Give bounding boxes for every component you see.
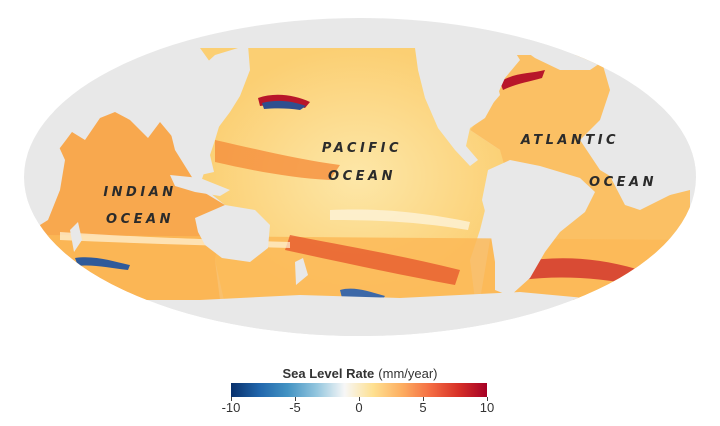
africa xyxy=(605,105,696,210)
kuroshio-blue xyxy=(262,100,306,110)
colorbar-tick-label: 10 xyxy=(479,400,495,415)
new-zealand xyxy=(295,258,308,285)
colorbar-tick-mark xyxy=(358,397,360,401)
borneo xyxy=(190,155,214,176)
colorbar-tick-label: 0 xyxy=(355,400,363,415)
indonesia xyxy=(170,175,230,196)
madagascar xyxy=(70,222,82,252)
legend-title: Sea Level Rate xyxy=(282,366,375,381)
atlantic-label-line1: ATLANTIC xyxy=(520,133,619,148)
pacific-label-line1: PACIFIC xyxy=(322,141,402,156)
colorbar-tick-label: -5 xyxy=(289,400,301,415)
gulf-stream xyxy=(500,70,545,90)
pale-pacific-streak xyxy=(330,209,470,230)
atlantic-label-line2: OCEAN xyxy=(589,175,657,190)
asia xyxy=(40,45,250,160)
indian-label-line1: INDIAN xyxy=(103,185,176,200)
pacific-label-line2: OCEAN xyxy=(328,169,396,184)
antarctica xyxy=(40,292,696,336)
colorbar-tick-mark xyxy=(294,397,296,401)
australia xyxy=(195,205,270,262)
southern-blue-streak-1 xyxy=(75,257,130,270)
colorbar-tick-mark xyxy=(486,397,488,401)
colorbar-tick-label: -10 xyxy=(221,400,241,415)
south-pacific-red-band xyxy=(285,235,460,285)
east-africa xyxy=(26,138,65,230)
sea-level-map: PACIFIC OCEAN ATLANTIC OCEAN INDIAN OCEA… xyxy=(24,18,696,336)
colorbar-tick-mark xyxy=(230,397,232,401)
south-atlantic-red xyxy=(520,258,640,285)
legend-title-row: Sea Level Rate (mm/year) xyxy=(0,366,720,381)
ocean-labels: PACIFIC OCEAN ATLANTIC OCEAN INDIAN OCEA… xyxy=(103,133,657,227)
colorbar xyxy=(231,383,487,397)
legend-unit: (mm/year) xyxy=(378,366,438,381)
equatorial-warm-band xyxy=(215,140,340,180)
colorbar-tick-label: 5 xyxy=(419,400,427,415)
color-legend: Sea Level Rate (mm/year) -10 -5 0 5 10 xyxy=(0,360,720,426)
indian-label-line2: OCEAN xyxy=(106,212,174,227)
north-america xyxy=(415,44,520,166)
south-america xyxy=(482,160,595,296)
colorbar-tick-mark xyxy=(422,397,424,401)
